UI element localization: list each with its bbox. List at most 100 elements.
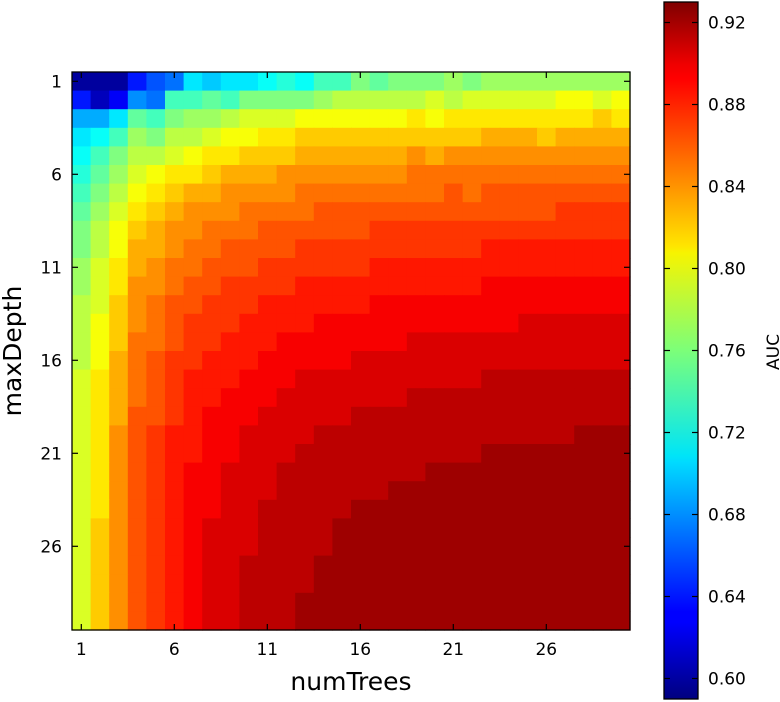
heatmap-cell <box>183 444 203 464</box>
heatmap-cell <box>481 369 501 389</box>
heatmap-cell <box>369 258 389 278</box>
heatmap-cell <box>537 518 557 538</box>
heatmap-cell <box>183 425 203 445</box>
heatmap-cell <box>444 369 464 389</box>
heatmap-cell <box>574 369 594 389</box>
heatmap-cell <box>183 239 203 259</box>
heatmap-cell <box>518 127 538 147</box>
heatmap-cell <box>592 90 612 110</box>
heatmap-cell <box>220 444 240 464</box>
heatmap-cell <box>518 499 538 519</box>
heatmap-cell <box>90 127 110 147</box>
heatmap-cell <box>388 146 408 166</box>
heatmap-cell <box>202 220 222 240</box>
heatmap-cell <box>462 165 482 185</box>
heatmap-cell <box>165 592 185 612</box>
heatmap-cell <box>611 351 631 371</box>
colorbar-tick-label: 0.68 <box>708 506 746 526</box>
heatmap-cell <box>109 258 129 278</box>
heatmap-cell <box>481 239 501 259</box>
colorbar-tick-label: 0.92 <box>708 14 746 34</box>
heatmap-cell <box>165 183 185 203</box>
heatmap-cell <box>313 592 333 612</box>
heatmap-cell <box>425 611 445 631</box>
heatmap-cell <box>444 332 464 352</box>
colorbar-ticks: 0.60 0.64 0.68 0.72 0.76 0.80 0.84 0.88 0.92 <box>664 14 746 690</box>
heatmap-cell <box>258 313 278 333</box>
heatmap-cell <box>127 388 147 408</box>
heatmap-cell <box>202 258 222 278</box>
heatmap-cell <box>592 146 612 166</box>
heatmap-cell <box>574 239 594 259</box>
heatmap-cell <box>258 518 278 538</box>
heatmap-cell <box>220 146 240 166</box>
heatmap-cell <box>72 72 92 92</box>
heatmap-cell <box>462 425 482 445</box>
heatmap-cell <box>574 90 594 110</box>
heatmap-cell <box>72 481 92 501</box>
heatmap-cell <box>202 369 222 389</box>
heatmap-cell <box>369 72 389 92</box>
heatmap-cell <box>369 239 389 259</box>
heatmap-cell <box>109 462 129 482</box>
heatmap-cell <box>220 90 240 110</box>
heatmap-cell <box>388 313 408 333</box>
heatmap-cell <box>481 258 501 278</box>
heatmap-cell <box>592 239 612 259</box>
heatmap-cell <box>127 537 147 557</box>
heatmap-cell <box>165 258 185 278</box>
heatmap-cell <box>481 332 501 352</box>
heatmap-cell <box>425 555 445 575</box>
heatmap-cell <box>146 239 166 259</box>
heatmap-cell <box>127 295 147 315</box>
heatmap-cell <box>109 369 129 389</box>
heatmap-cell <box>388 611 408 631</box>
heatmap-cell <box>499 499 519 519</box>
heatmap-cell <box>90 351 110 371</box>
heatmap-cell <box>611 127 631 147</box>
heatmap-cell <box>462 481 482 501</box>
heatmap-cell <box>388 555 408 575</box>
heatmap-cell <box>518 220 538 240</box>
heatmap-cell <box>313 462 333 482</box>
heatmap-cell <box>351 611 371 631</box>
heatmap-cell <box>220 425 240 445</box>
heatmap-cell <box>72 499 92 519</box>
heatmap-cell <box>555 146 575 166</box>
heatmap-cell <box>276 295 296 315</box>
heatmap-cell <box>165 444 185 464</box>
heatmap-cell <box>537 146 557 166</box>
heatmap-cell <box>611 444 631 464</box>
heatmap-cell <box>555 425 575 445</box>
x-tick-label: 16 <box>349 640 371 660</box>
heatmap-cell <box>406 220 426 240</box>
heatmap-cell <box>183 183 203 203</box>
heatmap-cell <box>444 183 464 203</box>
heatmap-cell <box>388 406 408 426</box>
heatmap-cell <box>425 574 445 594</box>
heatmap-cell <box>444 276 464 296</box>
heatmap-cell <box>592 406 612 426</box>
heatmap-cell <box>258 146 278 166</box>
heatmap-cell <box>444 127 464 147</box>
heatmap-cell <box>239 499 259 519</box>
heatmap-cell <box>258 444 278 464</box>
heatmap-cell <box>425 295 445 315</box>
heatmap-cell <box>406 481 426 501</box>
heatmap-cell <box>90 202 110 222</box>
heatmap-cell <box>574 146 594 166</box>
colorbar-tick-label: 0.64 <box>708 588 746 608</box>
heatmap-cell <box>499 109 519 129</box>
heatmap-cell <box>202 406 222 426</box>
heatmap-cell <box>369 481 389 501</box>
heatmap-cell <box>146 90 166 110</box>
heatmap-cell <box>146 537 166 557</box>
heatmap-cell <box>444 481 464 501</box>
heatmap-cell <box>220 165 240 185</box>
heatmap-cell <box>444 239 464 259</box>
heatmap-cell <box>369 276 389 296</box>
heatmap-cell <box>406 574 426 594</box>
heatmap-cell <box>109 444 129 464</box>
heatmap-cell <box>518 444 538 464</box>
